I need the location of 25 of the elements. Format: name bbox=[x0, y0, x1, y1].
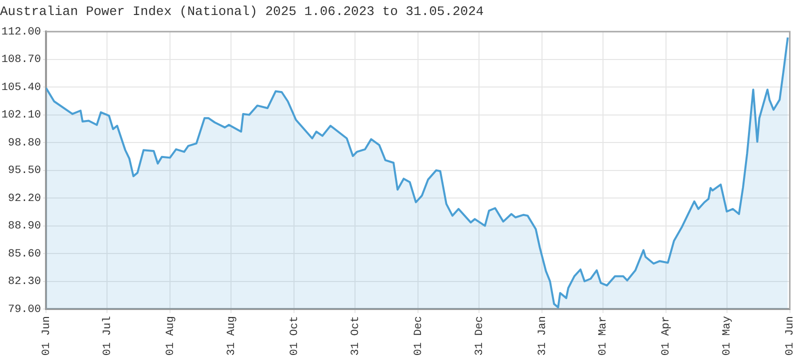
x-tick-label: 31 Oct bbox=[350, 316, 362, 356]
x-tick-label: 01 Jul bbox=[102, 316, 114, 356]
y-tick-label: 92.20 bbox=[8, 192, 41, 205]
x-tick-label: 01 Oct bbox=[288, 316, 301, 356]
x-tick-label: 01 Jun bbox=[40, 316, 53, 356]
y-tick-label: 88.90 bbox=[8, 220, 41, 233]
x-tick-label: 01 May bbox=[722, 316, 734, 356]
y-tick-label: 98.80 bbox=[8, 137, 41, 150]
x-tick-label: 01 Dec bbox=[412, 316, 425, 356]
y-tick-label: 102.10 bbox=[1, 110, 41, 122]
x-tick-label: 01 Apr bbox=[660, 316, 673, 356]
x-tick-label: 31 Jan bbox=[536, 316, 549, 356]
x-tick-label: 01 Mar bbox=[598, 316, 610, 356]
x-tick-label: 01 Aug bbox=[164, 316, 177, 356]
y-tick-label: 79.00 bbox=[8, 304, 41, 316]
y-tick-label: 95.50 bbox=[8, 165, 41, 178]
chart-title: Australian Power Index (National) 2025 1.06.2023 to 31.05.2024 bbox=[0, 4, 484, 20]
y-tick-label: 82.30 bbox=[8, 276, 41, 288]
y-tick-label: 112.00 bbox=[1, 26, 41, 39]
x-tick-label: 31 Dec bbox=[474, 316, 486, 356]
x-tick-label: 31 Aug bbox=[226, 316, 238, 356]
y-tick-label: 108.70 bbox=[1, 54, 41, 66]
x-tick-label: 01 Jun bbox=[784, 316, 797, 356]
y-tick-label: 105.40 bbox=[1, 82, 41, 94]
y-tick-label: 85.60 bbox=[8, 248, 41, 260]
